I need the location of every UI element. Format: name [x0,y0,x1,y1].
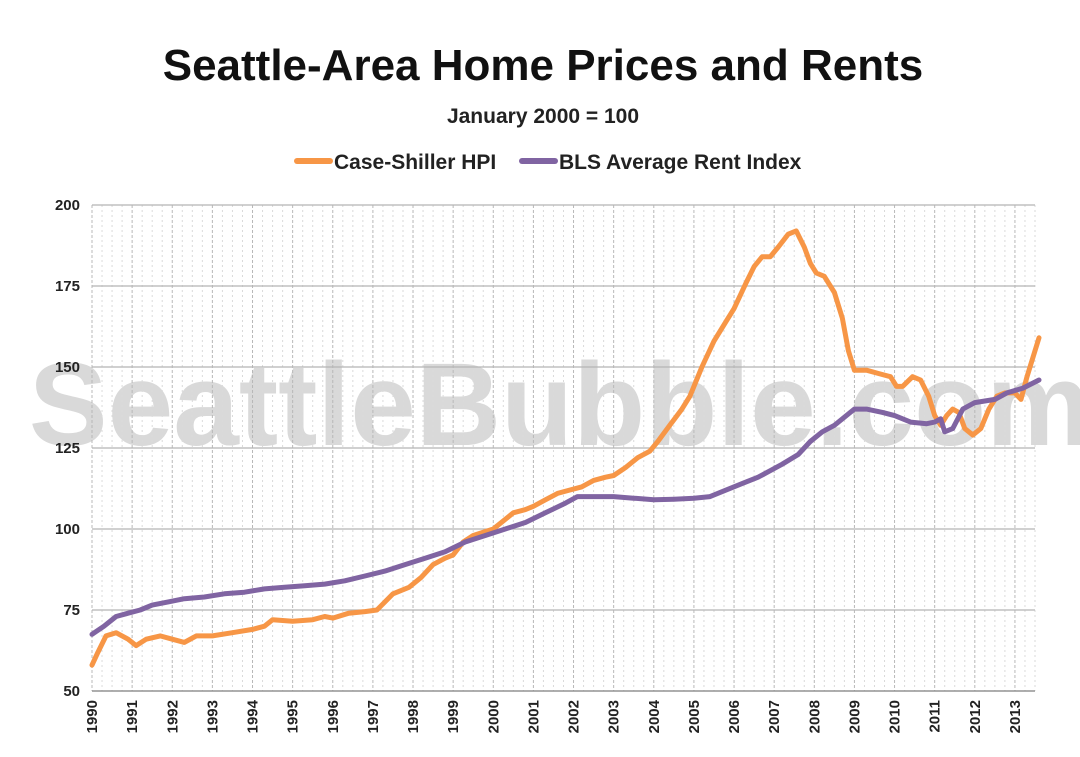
x-tick-label: 1997 [365,700,382,733]
x-tick-label: 1999 [445,700,462,733]
x-tick-label: 2012 [967,700,984,733]
x-tick-label: 1996 [325,700,342,733]
x-tick-label: 1990 [84,700,101,733]
x-tick-label: 2008 [806,700,823,733]
x-tick-label: 1994 [245,699,262,733]
y-tick-label: 50 [63,683,80,700]
legend: Case-Shiller HPI BLS Average Rent Index [294,151,802,174]
x-tick-label: 2002 [566,700,583,733]
series-line-0 [89,228,1042,668]
grid [91,204,1036,692]
x-tick-label: 2009 [846,700,863,733]
series-line-1 [89,377,1042,637]
x-tick-label: 2000 [485,700,502,733]
x-tick-label: 2005 [686,700,703,733]
axis-ticks: 50 75 100 125 150 175 200 1990 1991 1992 1993 1994 1… [55,197,1024,733]
chart-title: Seattle-Area Home Prices and Rents [163,41,924,90]
x-tick-label: 2007 [766,700,783,733]
legend-label-case-shiller: Case-Shiller HPI [334,151,496,174]
x-tick-label: 1992 [164,700,181,733]
y-tick-label: 200 [55,197,80,214]
x-tick-label: 2010 [887,700,904,733]
y-tick-label: 150 [55,359,80,376]
x-tick-label: 2003 [606,700,623,733]
x-tick-label: 2004 [646,699,663,733]
x-tick-label: 2001 [525,700,542,733]
x-tick-label: 1995 [285,700,302,733]
y-tick-label: 175 [55,278,80,295]
y-tick-label: 125 [55,440,80,457]
legend-label-bls-rent: BLS Average Rent Index [559,151,802,174]
x-tick-label: 2013 [1007,700,1024,733]
x-tick-label: 1991 [124,700,141,733]
y-tick-label: 75 [63,602,80,619]
x-tick-label: 2011 [927,700,944,733]
chart-subtitle: January 2000 = 100 [447,105,639,128]
series-lines [89,228,1042,668]
x-tick-label: 1998 [405,700,422,733]
x-tick-label: 2006 [726,700,743,733]
watermark: SeattleBubble.com [29,339,1080,471]
x-tick-label: 1993 [204,700,221,733]
y-tick-label: 100 [55,521,80,538]
